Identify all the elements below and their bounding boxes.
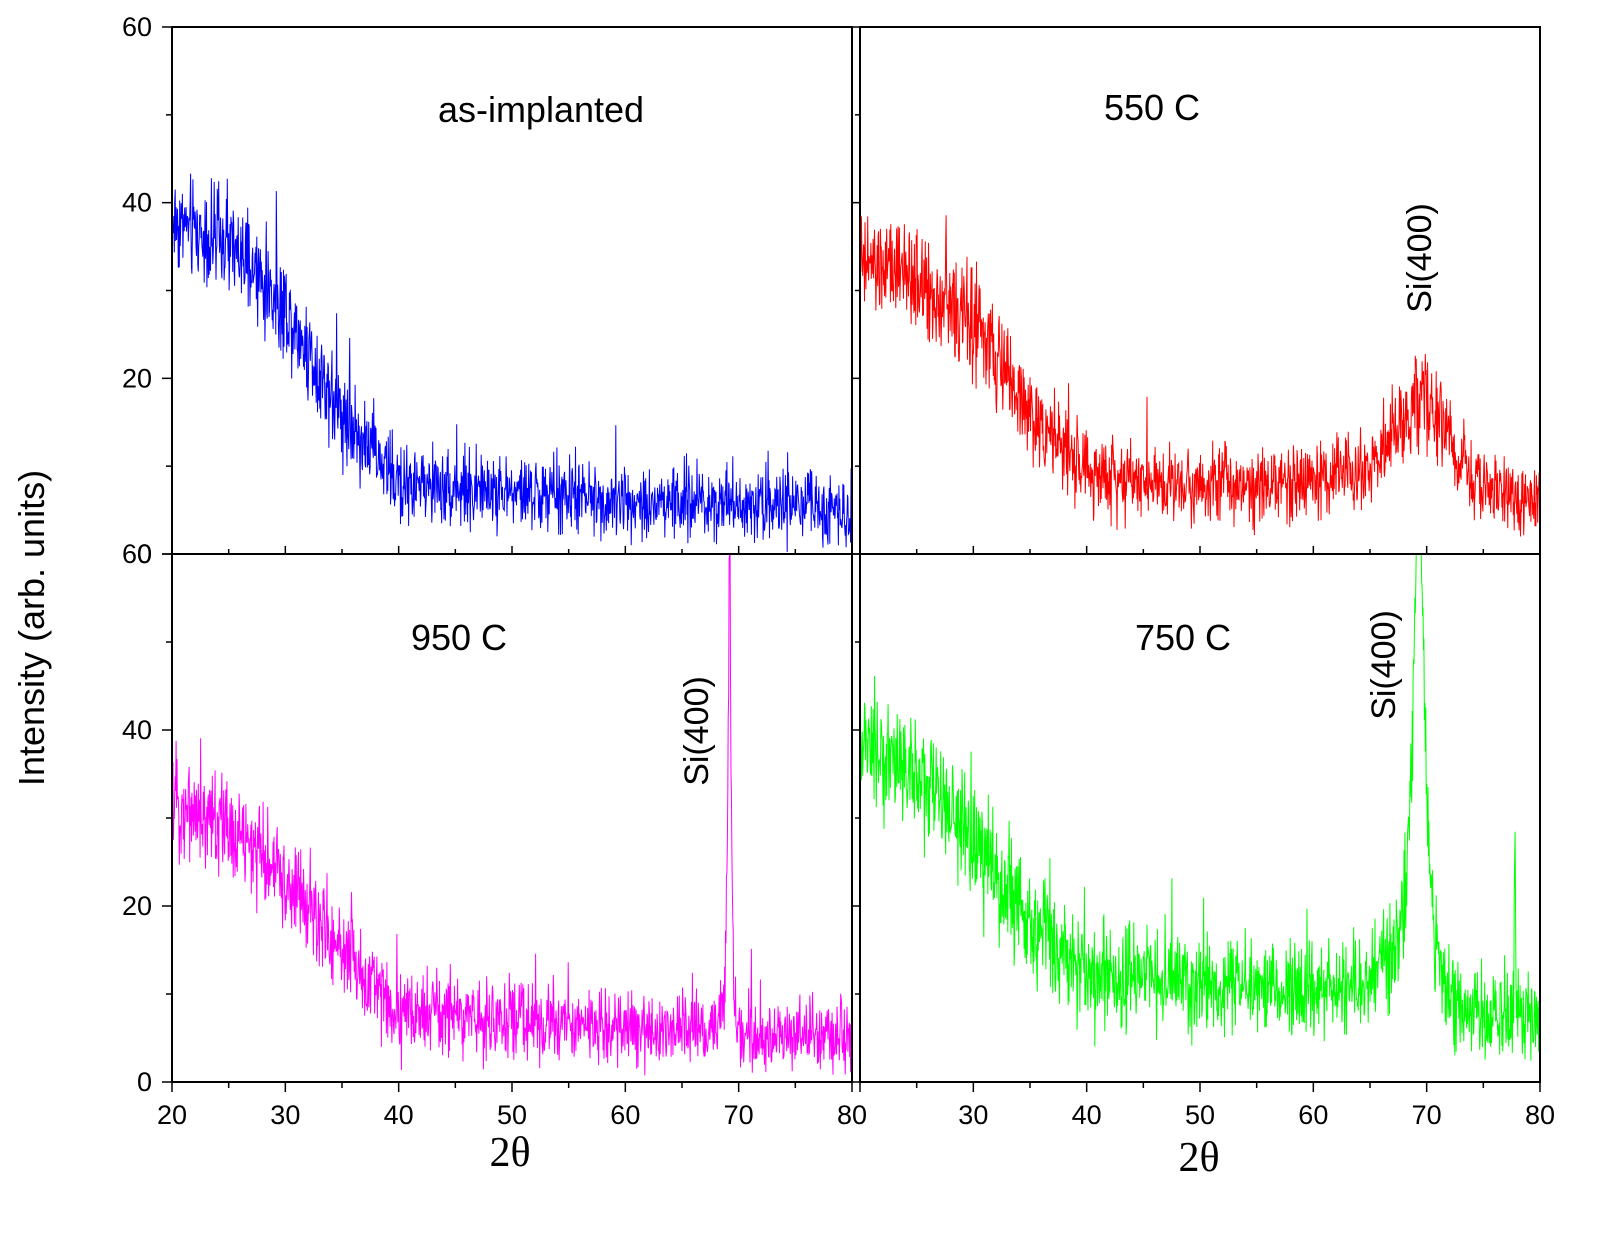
750c-si400-label: Si(400) (1365, 610, 1403, 720)
x-tick-label-right-70: 70 (1412, 1100, 1442, 1130)
x-tick-label-left-60: 60 (610, 1100, 640, 1130)
x-tick-label-right-30: 30 (958, 1100, 988, 1130)
950c-title: 950 C (411, 617, 507, 658)
x-tick-label-left-50: 50 (497, 1100, 527, 1130)
x-tick-label-right-40: 40 (1072, 1100, 1102, 1130)
x-axis-right: 30 40 50 60 70 80 (859, 546, 1555, 1130)
950C-xrd-trace (171, 553, 853, 1076)
y-tick-label-bottom-40: 40 (122, 715, 152, 745)
panel-750c: 750 C Si(400) (859, 553, 1541, 1083)
x-axis-left: 20 30 40 50 60 70 80 (157, 546, 867, 1130)
x-tick-label-left-40: 40 (384, 1100, 414, 1130)
750C-xrd-trace (859, 553, 1541, 1061)
y-tick-label-top-20: 20 (122, 363, 152, 393)
y-axis-top: 0 20 40 60 (122, 12, 860, 569)
y-axis-label: Intensity (arb. units) (11, 470, 52, 786)
y-tick-label-top-60: 60 (122, 12, 152, 42)
y-tick-label-bottom-20: 20 (122, 891, 152, 921)
550c-si400-label: Si(400) (1401, 203, 1439, 313)
panel-as-implanted: as-implanted (171, 26, 853, 555)
y-tick-label-top-40: 40 (122, 188, 152, 218)
550c-title: 550 C (1104, 87, 1200, 128)
y-tick-label-bottom-0: 0 (137, 1067, 152, 1097)
x-tick-label-left-80: 80 (837, 1100, 867, 1130)
x-tick-label-right-50: 50 (1185, 1100, 1215, 1130)
y-tick-label-bottom-60: 60 (122, 539, 152, 569)
x-tick-label-left-20: 20 (157, 1100, 187, 1130)
as-implanted-plot-area (171, 173, 853, 552)
x-axis-label-right: 2θ (1178, 1135, 1219, 1181)
x-tick-label-right-80: 80 (1525, 1100, 1555, 1130)
panel-950c: 950 C Si(400) (171, 553, 853, 1083)
as-implanted-title: as-implanted (438, 89, 644, 130)
550C-xrd-trace (859, 215, 1541, 537)
x-tick-label-right-60: 60 (1298, 1100, 1328, 1130)
y-axis-bottom: 0 20 40 60 (122, 539, 860, 1097)
x-tick-label-left-70: 70 (724, 1100, 754, 1130)
as-implanted-xrd-trace (171, 173, 853, 552)
x-axis-label-left: 2θ (489, 1130, 530, 1176)
x-tick-label-left-30: 30 (270, 1100, 300, 1130)
950c-si400-label: Si(400) (678, 676, 716, 786)
750c-plot-area (859, 553, 1541, 1061)
panel-550c: 550 C Si(400) (859, 26, 1541, 555)
y-tick-label-top-0: 0 (137, 539, 152, 569)
750c-title: 750 C (1135, 617, 1231, 658)
950c-plot-area (171, 553, 853, 1076)
550c-plot-area (859, 215, 1541, 537)
